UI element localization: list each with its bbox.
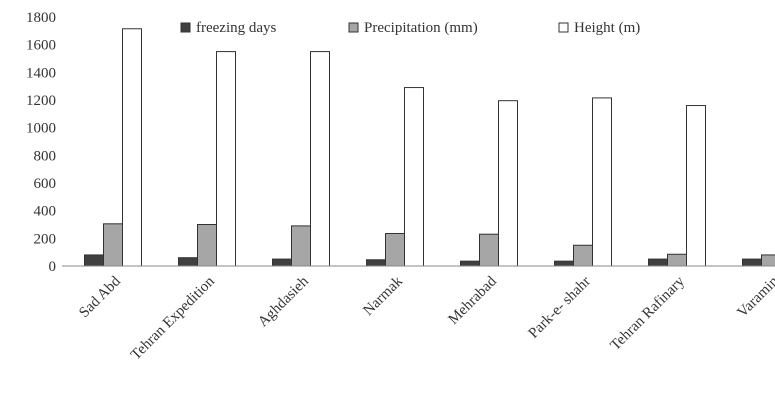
y-tick-label: 1200 — [26, 93, 56, 109]
legend: freezing days Precipitation (mm) Height (m… — [180, 20, 640, 36]
y-tick-label: 1000 — [26, 121, 56, 137]
y-tick-label: 800 — [34, 148, 57, 164]
bar-precipitation-mm-narmak — [385, 232, 405, 267]
bar-height-m-mehrabad — [498, 100, 518, 267]
bar-series — [84, 28, 775, 267]
bar-height-m-aghdasieh — [310, 51, 330, 267]
legend-label: Precipitation (mm) — [364, 20, 478, 36]
category-labels: Sad Abd Tehran Expedition Aghdasieh Narmak M… — [76, 273, 775, 363]
bar-freezing-days-tehran-rafinary — [648, 258, 668, 267]
bar-precipitation-mm-varamin — [761, 254, 775, 267]
bar-precipitation-mm-sad-abd — [103, 223, 123, 267]
bar-freezing-days-park-e-shahr — [554, 260, 574, 267]
category-label: Narmak — [360, 273, 406, 319]
bar-precipitation-mm-tehran-expedition — [197, 224, 217, 267]
bar-freezing-days-tehran-expedition — [178, 257, 198, 267]
y-tick-label: 0 — [49, 259, 57, 275]
y-tick-label: 1600 — [26, 38, 56, 54]
bar-height-m-park-e-shahr — [592, 97, 612, 267]
legend-swatch — [180, 22, 191, 33]
bar-precipitation-mm-aghdasieh — [291, 225, 311, 267]
bar-freezing-days-aghdasieh — [272, 258, 292, 267]
category-label: Tehran Expedition — [128, 273, 218, 363]
y-tick-label: 1400 — [26, 65, 56, 81]
y-tick-label: 200 — [34, 231, 57, 247]
bar-freezing-days-mehrabad — [460, 260, 480, 267]
legend-swatch — [348, 22, 359, 33]
category-label: Mehrabad — [446, 273, 501, 328]
bar-height-m-tehran-rafinary — [686, 105, 706, 267]
legend-label: freezing days — [196, 20, 277, 36]
y-tick-label: 600 — [34, 176, 57, 192]
legend-swatch — [558, 22, 569, 33]
bar-precipitation-mm-mehrabad — [479, 233, 499, 267]
bar-precipitation-mm-park-e-shahr — [573, 244, 593, 267]
bar-freezing-days-varamin — [742, 258, 762, 267]
bar-height-m-tehran-expedition — [216, 51, 236, 267]
bar-height-m-narmak — [404, 87, 424, 267]
y-axis-ticks: 0 200 400 600 800 1000 1200 1400 1600 1800 — [26, 10, 56, 275]
y-tick-label: 1800 — [26, 10, 56, 26]
category-label: Tehran Rafinary — [607, 273, 688, 354]
y-tick-label: 400 — [34, 204, 57, 220]
category-label: Varamin — [735, 273, 775, 321]
category-label: Aghdasieh — [255, 273, 312, 330]
category-label: Park-e- shahr — [526, 274, 594, 342]
bar-height-m-sad-abd — [122, 28, 142, 267]
bar-freezing-days-sad-abd — [84, 254, 104, 267]
legend-label: Height (m) — [574, 20, 640, 36]
category-label: Sad Abd — [76, 273, 124, 321]
bar-precipitation-mm-tehran-rafinary — [667, 253, 687, 267]
bar-freezing-days-narmak — [366, 259, 386, 267]
